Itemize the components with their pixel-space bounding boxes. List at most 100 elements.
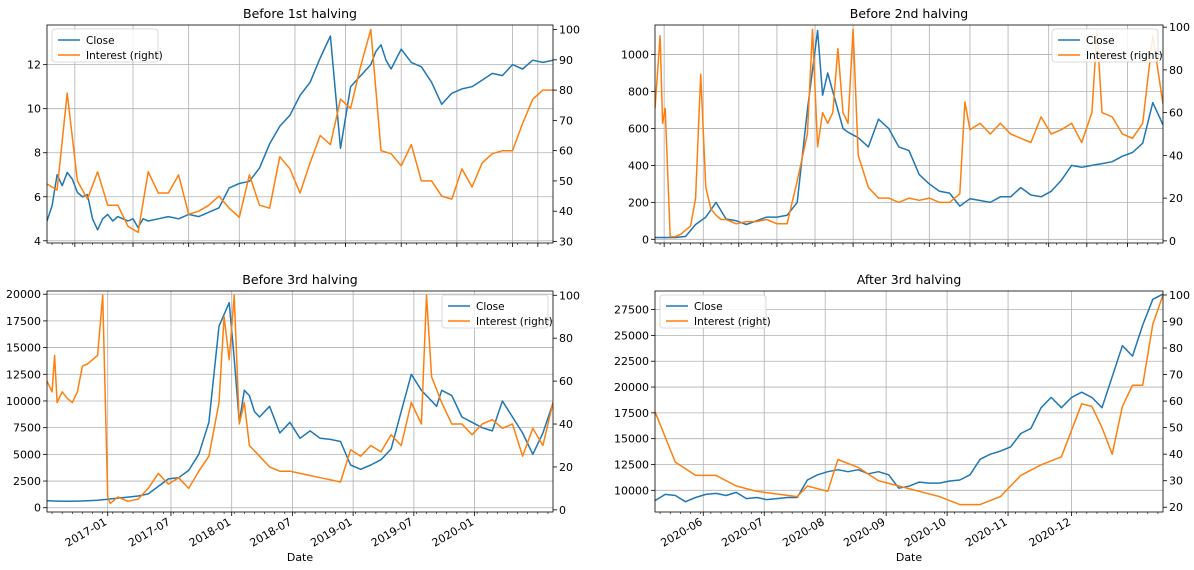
axes-frame [654,24,1164,244]
legend-label: Close [694,301,723,313]
legend-label: Close [86,35,115,47]
legend-label: Interest (right) [1086,50,1163,62]
y2-tick-label: 40 [559,205,573,218]
y2-tick-label: 40 [1169,448,1183,461]
y-tick-label: 0 [642,233,649,246]
chart-title: Before 3rd halving [242,272,357,287]
legend-box [441,294,549,329]
legend-label: Close [476,301,505,313]
x-tick-label: 2020-11 [963,515,1009,549]
y2-tick-label: 20 [559,461,573,474]
y-tick-label: 12500 [6,368,41,381]
axes-frame [46,24,554,244]
close-series-line [47,35,553,231]
y2-tick-label: 20 [1169,501,1183,514]
y-tick-label: 600 [628,122,649,135]
y2-tick-label: 40 [1169,149,1183,162]
y2-tick-label: 30 [559,235,573,248]
y-tick-label: 20000 [6,288,41,301]
y2-tick-label: 20 [1169,192,1183,205]
y-tick-label: 17500 [614,407,649,420]
legend-box [659,294,767,329]
y-tick-label: 1000 [621,49,649,62]
y-tick-label: 4 [34,235,41,248]
y2-tick-label: 0 [559,504,566,517]
y-tick-label: 400 [628,159,649,172]
y2-tick-label: 60 [559,375,573,388]
axes-frame [46,290,554,513]
interest-series-line [47,294,553,505]
x-tick-label: 2018-01 [187,515,233,549]
x-axis-label: Date [896,551,923,564]
y2-tick-label: 100 [559,289,580,302]
y2-tick-label: 60 [1169,107,1183,120]
x-tick-label: 2020-07 [719,515,765,549]
y-tick-label: 8 [34,147,41,160]
y2-tick-label: 90 [1169,316,1183,329]
legend-box [1051,28,1159,63]
x-tick-label: 2020-08 [780,515,826,549]
y-tick-label: 800 [628,86,649,99]
y-tick-label: 15000 [614,433,649,446]
y2-tick-label: 40 [559,418,573,431]
y2-tick-label: 100 [1169,21,1190,34]
x-tick-label: 2020-09 [841,515,887,549]
interest-series-line [47,28,553,234]
legend: Close Interest (right) [659,294,771,329]
y-tick-label: 200 [628,196,649,209]
y-tick-label: 7500 [13,422,41,435]
y2-tick-label: 80 [559,84,573,97]
interest-series-line [655,28,1163,238]
y-tick-label: 6 [34,191,41,204]
y-tick-label: 20000 [614,381,649,394]
y2-tick-label: 60 [1169,395,1183,408]
y-tick-label: 10000 [6,395,41,408]
y-tick-label: 25000 [614,329,649,342]
y2-tick-label: 0 [1169,235,1176,248]
legend-label: Interest (right) [694,316,771,328]
y2-tick-label: 80 [1169,64,1183,77]
legend-box [51,28,159,63]
x-tick-label: 2019-01 [308,515,354,549]
y-tick-label: 12 [27,59,41,72]
legend: Close Interest (right) [441,294,553,329]
x-tick-label: 2017-07 [126,515,172,549]
y2-tick-label: 50 [1169,422,1183,435]
axes-frame [654,290,1164,513]
x-tick-label: 2018-07 [248,515,294,549]
y2-tick-label: 30 [1169,475,1183,488]
chart-title: Before 1st halving [243,6,357,21]
y-tick-label: 17500 [6,315,41,328]
y2-tick-label: 80 [559,332,573,345]
y2-tick-label: 80 [1169,342,1183,355]
y-tick-label: 15000 [6,342,41,355]
y-tick-label: 22500 [614,355,649,368]
y-tick-label: 12500 [614,458,649,471]
interest-series-line [655,294,1163,506]
y-tick-label: 10000 [614,484,649,497]
legend-label: Interest (right) [476,316,553,328]
y-tick-label: 10 [27,103,41,116]
subplot-3: 0 2500 5000 7500 10000 12500 15000 17500 20000 0 2… [6,272,580,564]
subplot-2: 0 200 400 600 800 1000 0 20 40 60 80 100 Before 2nd … [621,6,1190,248]
y-tick-label: 2500 [13,475,41,488]
close-series-line [47,301,553,503]
x-axis-label: Date [287,551,314,564]
legend-label: Close [1086,35,1115,47]
close-series-line [655,29,1163,239]
chart-title: Before 2nd halving [850,6,968,21]
y-tick-label: 27500 [614,304,649,317]
y2-tick-label: 90 [559,54,573,67]
y-tick-label: 5000 [13,448,41,461]
x-tick-label: 2020-01 [430,515,476,549]
subplot-1: 4 6 8 10 12 30 40 50 60 70 80 90 100 Before 1st halvi… [27,6,580,248]
legend: Close Interest (right) [1051,28,1163,63]
x-tick-label: 2020-12 [1027,515,1073,549]
y2-tick-label: 70 [559,114,573,127]
subplot-4: 10000 12500 15000 17500 20000 22500 25000 27500… [614,272,1190,564]
y-tick-label: 0 [34,502,41,515]
legend: Close Interest (right) [51,28,163,63]
chart-title: After 3rd halving [857,272,962,287]
y2-tick-label: 50 [559,175,573,188]
